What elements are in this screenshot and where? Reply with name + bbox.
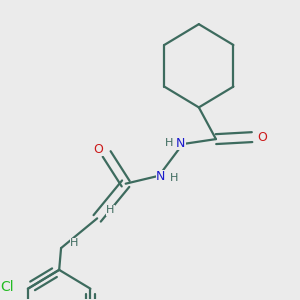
Text: H: H	[70, 238, 79, 248]
Text: Cl: Cl	[0, 280, 14, 294]
Text: O: O	[258, 130, 267, 144]
Text: H: H	[106, 206, 115, 215]
Text: O: O	[93, 142, 103, 155]
Text: N: N	[176, 136, 185, 150]
Text: N: N	[156, 170, 166, 183]
Text: H: H	[165, 138, 174, 148]
Text: H: H	[170, 173, 178, 183]
